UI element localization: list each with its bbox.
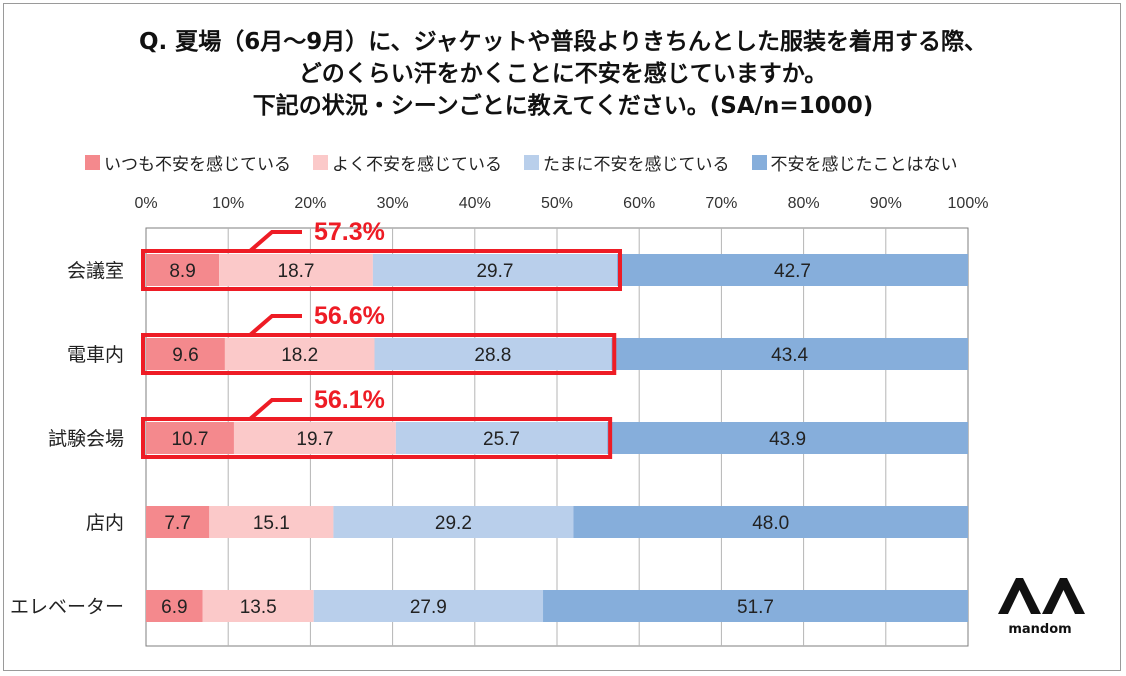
legend-label-always: いつも不安を感じている	[104, 154, 291, 175]
mandom-logo: mandom	[990, 570, 1090, 640]
legend-swatch-often	[313, 154, 328, 170]
legend-item-often: よく不安を感じている	[313, 150, 502, 175]
logo-mark-icon	[998, 578, 1085, 614]
chart-frame	[3, 3, 1121, 671]
legend-item-sometimes: たまに不安を感じている	[524, 150, 730, 175]
logo-text: mandom	[1008, 622, 1072, 637]
legend: いつも不安を感じている よく不安を感じている たまに不安を感じている 不安を感じ…	[85, 150, 980, 175]
legend-label-sometimes: たまに不安を感じている	[543, 154, 730, 175]
title-line-3: 下記の状況・シーンごとに教えてください。(SA/n=1000)	[252, 93, 874, 119]
legend-item-never: 不安を感じたことはない	[751, 150, 958, 175]
legend-label-often: よく不安を感じている	[332, 154, 502, 175]
legend-swatch-never	[751, 154, 767, 170]
legend-label-never: 不安を感じたことはない	[770, 154, 958, 175]
legend-item-always: いつも不安を感じている	[85, 150, 291, 175]
legend-swatch-sometimes	[524, 154, 539, 170]
chart-title: Q. 夏場（6月～9月）に、ジャケットや普段よりきちんとした服装を着用する際、 …	[0, 26, 1126, 122]
legend-swatch-always	[85, 154, 100, 170]
title-line-1: Q. 夏場（6月～9月）に、ジャケットや普段よりきちんとした服装を着用する際、	[138, 29, 987, 55]
title-line-2: どのくらい汗をかくことに不安を感じていますか。	[298, 61, 828, 87]
